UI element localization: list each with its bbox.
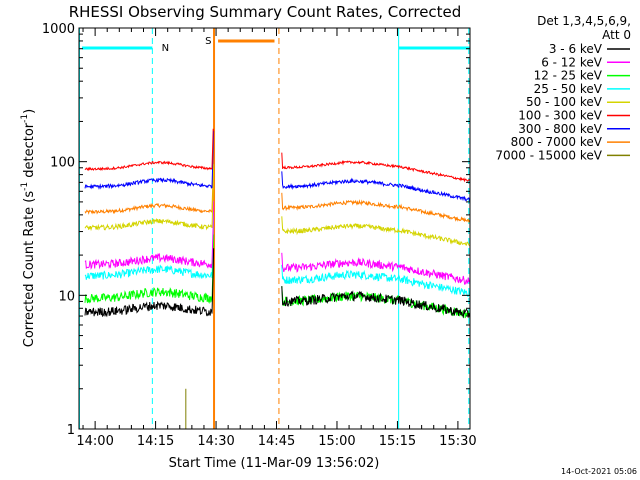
- series-line-pre-saa: [84, 248, 215, 318]
- y-tick-label: 10: [58, 289, 75, 304]
- y-tick-label: 100: [50, 156, 75, 171]
- x-tick-label: 14:15: [137, 434, 174, 449]
- series-line-post-saa: [281, 286, 470, 320]
- series-line-pre-saa: [84, 211, 215, 280]
- chart-title: RHESSI Observing Summary Count Rates, Co…: [69, 3, 462, 21]
- legend-label: 6 - 12 keV: [541, 55, 603, 69]
- y-tick-label: 1000: [42, 22, 75, 37]
- series-line-post-saa: [281, 286, 470, 320]
- legend-label: 12 - 25 keV: [534, 69, 603, 83]
- series-line-pre-saa: [84, 128, 215, 172]
- plot-frame: [78, 27, 471, 430]
- x-axis: 14:00 14:15 14:30 14:45 15:00 15:15 15:30: [76, 28, 477, 449]
- x-tick-label: 14:00: [76, 434, 113, 449]
- saa-label: S: [205, 36, 211, 47]
- x-tick-label: 14:30: [197, 434, 234, 449]
- x-tick-label: 15:30: [439, 434, 476, 449]
- series-line-post-saa: [281, 216, 470, 246]
- plot-content: NS: [79, 28, 470, 429]
- legend-label: 800 - 7000 keV: [511, 135, 603, 149]
- x-tick-label: 15:00: [318, 434, 355, 449]
- legend-label: 25 - 50 keV: [534, 82, 603, 96]
- x-axis-label: Start Time (11-Mar-09 13:56:02): [169, 456, 380, 471]
- y-tick-label: 1: [67, 423, 75, 438]
- series-line-pre-saa: [84, 163, 215, 232]
- y-axis-label: Corrected Count Rate (s-1 detector-1): [20, 109, 37, 347]
- series-line-post-saa: [281, 152, 470, 183]
- series-line-pre-saa: [84, 148, 215, 215]
- series-line-pre-saa: [84, 130, 215, 190]
- plot-area: NS: [79, 28, 470, 429]
- series-line-post-saa: [281, 252, 470, 286]
- x-tick-label: 15:15: [379, 434, 416, 449]
- series-line-post-saa: [281, 264, 470, 298]
- legend-label: 50 - 100 keV: [526, 95, 603, 109]
- series-line-post-saa: [281, 171, 470, 203]
- series-line-post-saa: [281, 192, 470, 224]
- night-label: N: [162, 43, 169, 54]
- legend-label: 3 - 6 keV: [549, 42, 603, 56]
- legend-header-detectors: Det 1,3,4,5,6,9,: [537, 14, 631, 28]
- series-line-pre-saa: [84, 200, 215, 270]
- legend-label: 300 - 800 keV: [518, 122, 602, 136]
- y-axis: 1 10 100 1000: [42, 22, 470, 438]
- x-tick-label: 14:45: [258, 434, 295, 449]
- footer-timestamp: 14-Oct-2021 05:06: [561, 467, 637, 476]
- series-line-pre-saa: [84, 234, 215, 305]
- legend-header-attenuator: Att 0: [602, 28, 631, 42]
- legend-label: 7000 - 15000 keV: [495, 148, 602, 162]
- legend-label: 100 - 300 keV: [518, 109, 602, 123]
